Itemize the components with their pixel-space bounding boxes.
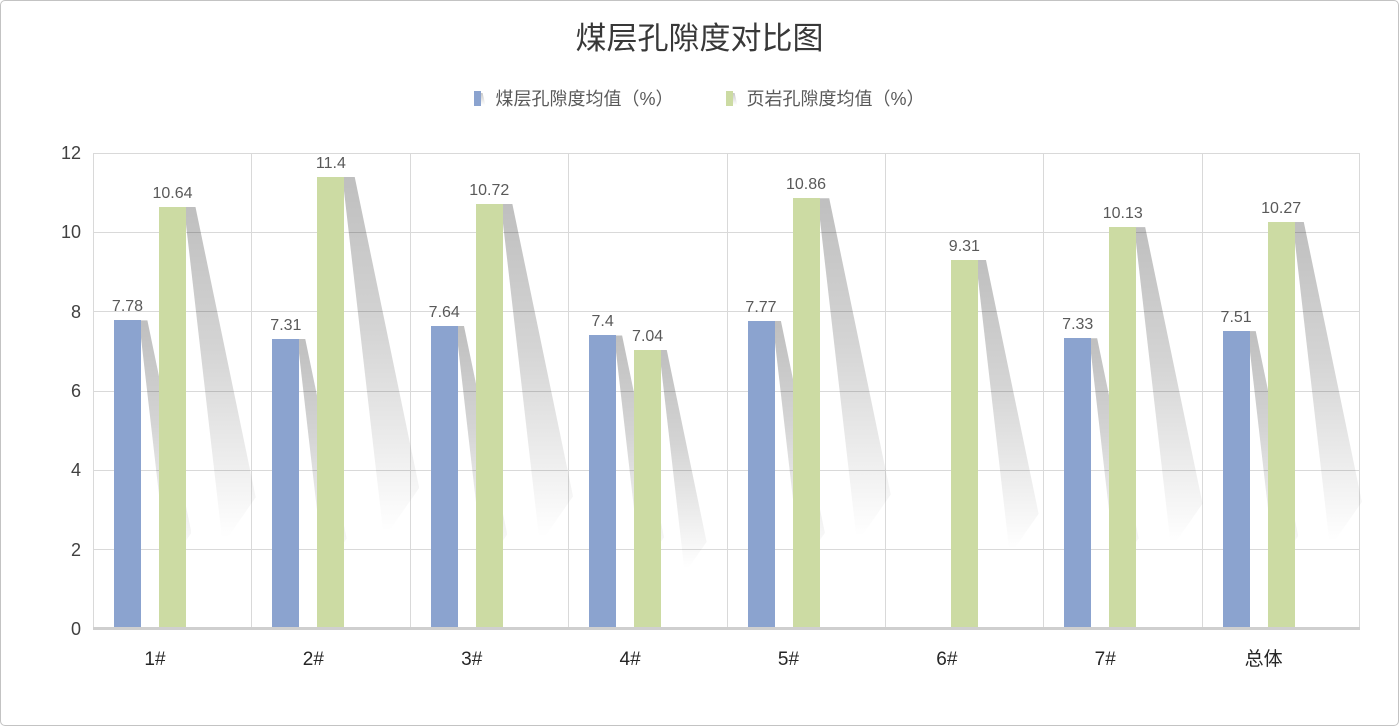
gridline-vertical [1201, 153, 1203, 629]
legend-item-coal[interactable]: 煤层孔隙度均值（%） [474, 85, 674, 111]
x-category-label: 1# [144, 649, 166, 670]
x-category-label: 2# [302, 649, 324, 670]
chart-title: 煤层孔隙度对比图 [575, 21, 824, 56]
shale-series-marker-icon [725, 90, 738, 106]
shale-bar-shadow [184, 206, 256, 545]
shale-bar[interactable] [317, 176, 345, 629]
gridline-vertical [251, 153, 253, 629]
shale-bar-shadow [659, 349, 707, 574]
coal-data-label: 7.4 [591, 313, 614, 331]
shale-data-label: 11.4 [315, 154, 346, 172]
shale-data-label: 10.27 [1261, 199, 1302, 217]
shale-bar-shadow [1292, 221, 1362, 548]
legend-item-shale[interactable]: 页岩孔隙度均值（%） [725, 85, 925, 111]
y-tick-label: 8 [70, 301, 81, 322]
marker-bar [725, 90, 733, 106]
shale-bar-shadow [1134, 227, 1203, 549]
shale-bar[interactable] [792, 198, 820, 629]
coal-bar[interactable] [272, 339, 300, 629]
legend-label-shale: 页岩孔隙度均值（%） [746, 89, 925, 109]
y-tick-label: 0 [70, 619, 81, 639]
coal-series-marker-icon [474, 90, 486, 106]
coal-data-label: 7.33 [1062, 316, 1094, 334]
x-category-label: 7# [1094, 649, 1116, 670]
x-category-label: 6# [936, 649, 958, 670]
gridline-vertical [568, 153, 570, 629]
gridline-vertical [726, 153, 728, 629]
coal-data-label: 7.78 [111, 298, 144, 316]
shale-bar-shadow [975, 259, 1039, 556]
y-tick-label: 10 [60, 222, 81, 243]
shale-bar[interactable] [159, 206, 186, 629]
coal-data-label: 7.51 [1220, 309, 1252, 327]
gridline-vertical [1359, 153, 1360, 629]
shale-bar[interactable] [634, 349, 662, 629]
coal-bar[interactable] [1222, 331, 1250, 629]
gridline-vertical [884, 153, 886, 629]
shale-bar-shadow [817, 198, 891, 543]
shale-data-label: 10.72 [469, 181, 510, 199]
x-category-label: 5# [777, 649, 800, 670]
gridline-vertical [409, 153, 411, 629]
shale-bar[interactable] [1109, 227, 1137, 629]
x-axis-line [93, 627, 1360, 630]
y-tick-label: 12 [60, 143, 81, 163]
shale-bar[interactable] [475, 203, 503, 629]
coal-bar[interactable] [589, 335, 617, 629]
shale-bar[interactable] [1267, 221, 1295, 629]
shale-bar[interactable] [950, 259, 978, 629]
x-category-label: 4# [619, 649, 641, 670]
y-tick-label: 2 [70, 539, 81, 560]
shale-data-label: 9.31 [948, 237, 980, 255]
legend: 煤层孔隙度均值（%） 页岩孔隙度均值（%） [1, 85, 1398, 111]
x-category-label: 3# [461, 649, 483, 670]
coal-bar[interactable] [114, 320, 141, 629]
y-tick-label: 6 [70, 381, 81, 401]
legend-label-coal: 煤层孔隙度均值（%） [495, 89, 674, 109]
gridline-vertical [1043, 153, 1045, 629]
plot-area: 7.78 7.31 7.64 7.4 7.77 7.33 7.51 10.64 11.4 10.7… [93, 152, 1362, 630]
marker-bar [474, 90, 482, 106]
x-category-label: 总体 [1244, 649, 1283, 670]
shale-data-label: 7.04 [632, 327, 664, 345]
y-tick-label: 4 [70, 460, 81, 481]
shale-data-label: 10.64 [152, 184, 193, 202]
shale-data-label: 10.86 [785, 176, 827, 194]
coal-data-label: 7.64 [428, 303, 460, 321]
coal-bar[interactable] [1064, 338, 1092, 629]
coal-bar[interactable] [430, 325, 458, 629]
coal-data-label: 7.77 [745, 298, 777, 316]
gridline-vertical [93, 153, 94, 629]
coal-bar[interactable] [747, 320, 775, 629]
coal-data-label: 7.31 [270, 317, 302, 335]
shale-data-label: 10.13 [1102, 205, 1143, 223]
shale-bar-shadow [500, 203, 574, 544]
